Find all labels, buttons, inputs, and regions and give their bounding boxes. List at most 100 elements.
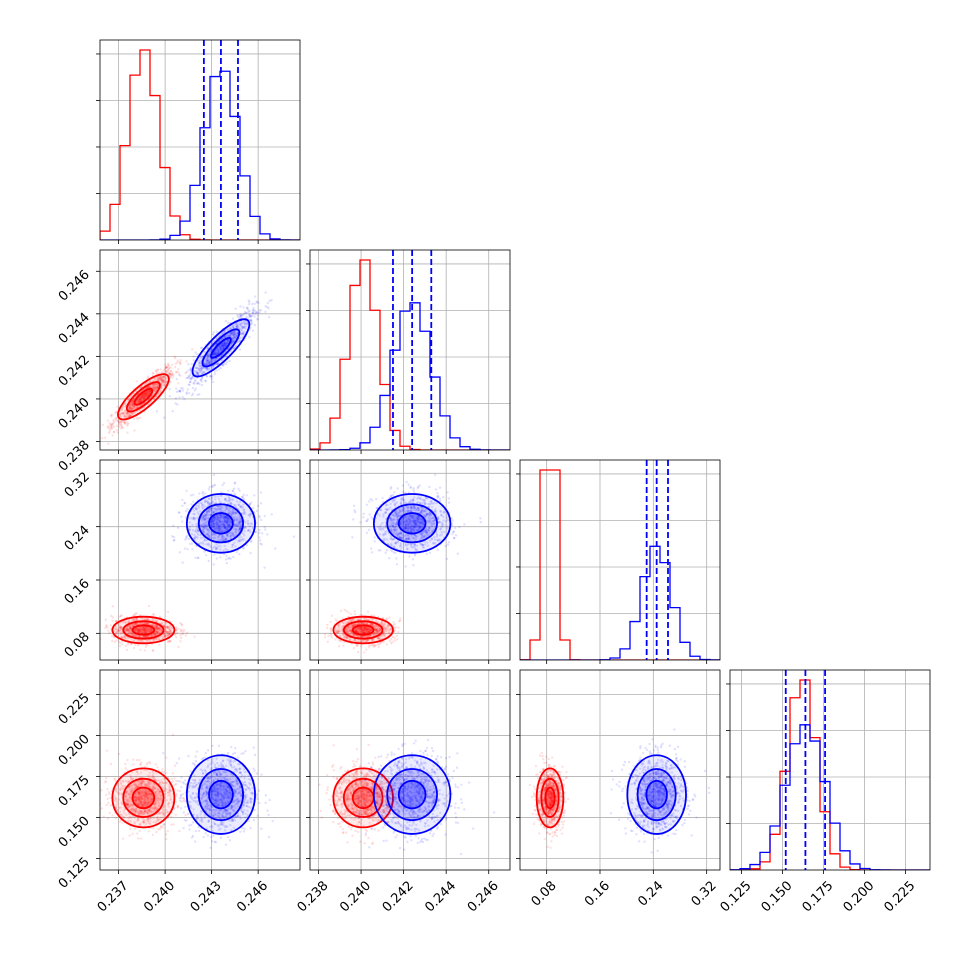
- scatter-point: [139, 398, 143, 402]
- scatter-point: [274, 547, 277, 550]
- scatter-point: [130, 394, 133, 397]
- scatter-point: [454, 534, 458, 537]
- scatter-point: [187, 383, 191, 386]
- scatter-point: [141, 628, 144, 632]
- scatter-point: [110, 614, 113, 618]
- scatter-point: [237, 520, 241, 524]
- scatter-point: [164, 380, 168, 384]
- scatter-point: [120, 407, 123, 411]
- scatter-point: [117, 423, 121, 426]
- scatter-point: [428, 551, 432, 554]
- scatter-point: [136, 622, 140, 626]
- scatter-point: [232, 333, 235, 336]
- scatter-point: [136, 417, 139, 421]
- scatter-point: [129, 402, 133, 405]
- scatter-point: [209, 507, 212, 510]
- scatter-point: [153, 633, 157, 637]
- scatter-point: [242, 320, 246, 323]
- scatter-point: [140, 395, 144, 399]
- scatter-point: [138, 635, 141, 638]
- scatter-point: [198, 370, 202, 373]
- scatter-point: [226, 533, 229, 537]
- scatter-point: [221, 345, 225, 348]
- scatter-point: [127, 414, 130, 418]
- scatter-point: [249, 522, 253, 525]
- scatter-point: [109, 424, 113, 427]
- scatter-point: [142, 626, 146, 630]
- scatter-point: [245, 322, 249, 326]
- scatter-point: [142, 397, 146, 400]
- scatter-point: [223, 552, 226, 556]
- scatter-point: [240, 321, 243, 325]
- scatter-point: [214, 350, 218, 353]
- scatter-point: [143, 627, 146, 630]
- scatter-point: [207, 358, 210, 361]
- scatter-point: [139, 398, 142, 402]
- scatter-point: [212, 365, 215, 369]
- scatter-point: [167, 368, 170, 371]
- scatter-point: [138, 628, 142, 631]
- scatter-point: [239, 524, 242, 528]
- scatter-point: [224, 362, 228, 366]
- scatter-point: [240, 505, 243, 509]
- scatter-point: [126, 414, 129, 418]
- scatter-point: [145, 627, 148, 630]
- scatter-point: [200, 536, 203, 540]
- scatter-point: [347, 611, 350, 614]
- scatter-point: [152, 623, 155, 626]
- scatter-point: [143, 395, 146, 398]
- scatter-point: [442, 495, 445, 499]
- scatter-point: [164, 381, 168, 384]
- scatter-point: [155, 385, 159, 389]
- scatter-point: [235, 325, 238, 329]
- scatter-point: [147, 604, 151, 608]
- scatter-point: [143, 635, 146, 638]
- scatter-point: [143, 629, 146, 632]
- scatter-point: [201, 490, 204, 494]
- scatter-point: [385, 549, 388, 552]
- scatter-point: [155, 628, 159, 631]
- scatter-point: [337, 644, 341, 648]
- scatter-point: [185, 631, 189, 635]
- scatter-point: [152, 649, 155, 652]
- scatter-point: [135, 622, 138, 626]
- scatter-point: [246, 519, 249, 523]
- scatter-point: [146, 617, 149, 621]
- scatter-point: [130, 402, 134, 405]
- scatter-point: [156, 376, 160, 379]
- scatter-point: [190, 542, 194, 545]
- scatter-point: [223, 524, 226, 527]
- scatter-point: [142, 627, 146, 631]
- scatter-point: [207, 534, 211, 538]
- scatter-point: [228, 359, 231, 363]
- scatter-point: [203, 371, 206, 374]
- scatter-point: [257, 311, 261, 314]
- scatter-point: [189, 367, 192, 370]
- scatter-point: [248, 314, 251, 317]
- scatter-point: [180, 632, 184, 636]
- scatter-point: [112, 419, 115, 422]
- scatter-point: [146, 390, 149, 394]
- scatter-point: [218, 538, 221, 542]
- scatter-point: [223, 342, 227, 345]
- scatter-point: [143, 394, 146, 397]
- scatter-point: [205, 366, 208, 370]
- scatter-point: [222, 347, 226, 350]
- scatter-point: [140, 395, 143, 399]
- scatter-point: [360, 645, 363, 648]
- scatter-point: [185, 360, 188, 363]
- scatter-point: [144, 630, 148, 633]
- scatter-point: [127, 620, 130, 624]
- scatter-point: [115, 416, 118, 419]
- scatter-point: [191, 517, 195, 521]
- scatter-point: [120, 425, 124, 429]
- scatter-point: [207, 542, 210, 545]
- scatter-point: [168, 632, 171, 636]
- scatter-point: [130, 400, 134, 403]
- scatter-point: [189, 367, 193, 370]
- panel-content: [100, 40, 300, 240]
- scatter-point: [132, 633, 136, 636]
- scatter-point: [137, 630, 140, 633]
- scatter-point: [166, 639, 170, 643]
- scatter-point: [219, 346, 222, 350]
